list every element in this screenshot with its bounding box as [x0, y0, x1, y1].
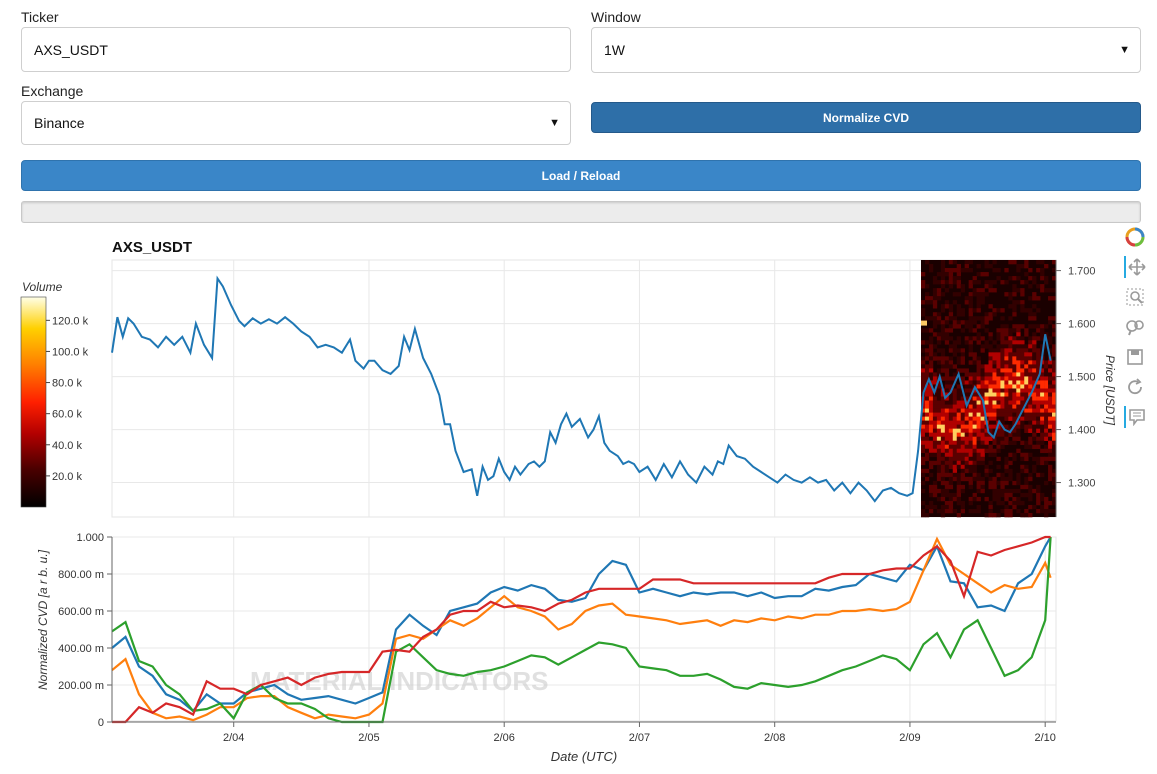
price-axis-label: Price [USDT]	[1103, 355, 1117, 426]
dropdown-caret-icon: ▼	[1119, 44, 1130, 56]
ticker-input[interactable]: AXS_USDT	[21, 27, 571, 72]
x-tick-label: 2/07	[629, 732, 650, 744]
volume-heatmap	[921, 260, 1057, 518]
x-tick-label: 2/10	[1034, 732, 1055, 744]
cvd-series-line	[111, 536, 1052, 722]
dropdown-caret-icon: ▼	[549, 117, 560, 129]
window-select[interactable]: 1W ▼	[591, 27, 1141, 73]
cvd-y-tick-label: 400.00 m	[58, 643, 104, 655]
cvd-series-line	[111, 536, 1052, 713]
x-tick-label: 2/08	[764, 732, 785, 744]
price-y-tick-label: 1.700	[1068, 266, 1096, 278]
exchange-select-value: Binance	[34, 115, 85, 131]
save-icon[interactable]	[1124, 346, 1146, 368]
progress-bar	[21, 201, 1141, 223]
ticker-label: Ticker	[21, 9, 59, 25]
price-y-tick-label: 1.600	[1068, 319, 1096, 331]
volume-colorbar	[20, 296, 47, 508]
price-y-tick-label: 1.500	[1068, 372, 1096, 384]
price-chart-title: AXS_USDT	[112, 239, 192, 256]
watermark: MATERIAL INDICATORS	[250, 666, 549, 696]
load-reload-button[interactable]: Load / Reload	[21, 160, 1141, 191]
window-select-value: 1W	[604, 42, 625, 58]
cvd-y-tick-label: 800.00 m	[58, 569, 104, 581]
x-tick-label: 2/04	[223, 732, 244, 744]
bokeh-logo-icon[interactable]	[1124, 226, 1146, 248]
price-plot-area[interactable]	[111, 259, 1057, 518]
cvd-axis-label: Normalized CVD [a r b. u.]	[36, 549, 50, 690]
wheel-zoom-icon[interactable]	[1124, 316, 1146, 338]
pan-icon[interactable]	[1124, 256, 1148, 278]
colorbar-tick-label: 20.0 k	[52, 471, 82, 483]
window-label: Window	[591, 9, 641, 25]
reset-icon[interactable]	[1124, 376, 1146, 398]
price-line	[111, 275, 1052, 503]
colorbar-label: Volume	[22, 280, 63, 294]
price-y-tick-label: 1.300	[1068, 478, 1096, 490]
cvd-series-line	[112, 535, 1051, 724]
colorbar-tick-label: 80.0 k	[52, 378, 82, 390]
ticker-input-value: AXS_USDT	[34, 41, 108, 58]
hover-icon[interactable]	[1124, 406, 1148, 428]
exchange-select[interactable]: Binance ▼	[21, 101, 571, 145]
box-zoom-icon[interactable]	[1124, 286, 1146, 308]
cvd-y-tick-label: 200.00 m	[58, 680, 104, 692]
x-tick-label: 2/05	[358, 732, 379, 744]
colorbar-tick-label: 120.0 k	[52, 315, 89, 327]
cvd-y-tick-label: 1.000	[76, 532, 104, 544]
cvd-y-tick-label: 0	[98, 717, 104, 729]
cvd-series-line	[111, 536, 1052, 724]
x-tick-label: 2/06	[493, 732, 514, 744]
normalize-cvd-button[interactable]: Normalize CVD	[591, 102, 1141, 133]
colorbar-tick-label: 60.0 k	[52, 409, 82, 421]
x-axis-label: Date (UTC)	[551, 749, 617, 764]
cvd-y-tick-label: 600.00 m	[58, 606, 104, 618]
price-y-tick-label: 1.400	[1068, 425, 1096, 437]
x-tick-label: 2/09	[899, 732, 920, 744]
exchange-label: Exchange	[21, 83, 84, 99]
colorbar-tick-label: 100.0 k	[52, 346, 89, 358]
colorbar-tick-label: 40.0 k	[52, 440, 82, 452]
